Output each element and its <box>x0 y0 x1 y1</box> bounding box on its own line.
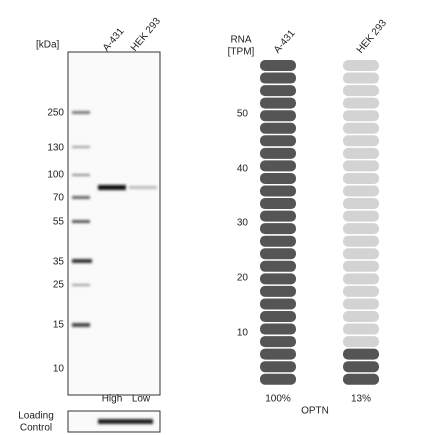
marker-label: 25 <box>53 280 65 291</box>
marker-label: 250 <box>47 108 64 119</box>
marker-label: 55 <box>53 217 65 228</box>
rna-pill <box>343 323 379 335</box>
rna-pill <box>260 285 296 297</box>
marker-label: 70 <box>53 193 65 204</box>
scale-label: 30 <box>237 218 249 229</box>
rna-pill <box>260 223 296 235</box>
rna-pill <box>260 160 296 172</box>
rna-pill <box>343 135 379 147</box>
rna-pill <box>343 72 379 84</box>
rna-pill <box>260 373 296 385</box>
gene-label: OPTN <box>301 406 329 417</box>
column-label: A-431 <box>272 28 298 56</box>
rna-label: RNA <box>230 35 251 46</box>
rna-pill <box>343 373 379 385</box>
rna-pill <box>260 72 296 84</box>
percent-label: 100% <box>265 394 291 405</box>
bands <box>72 111 157 327</box>
rna-pill <box>260 135 296 147</box>
marker-label: 130 <box>47 143 64 154</box>
rna-pill <box>343 348 379 360</box>
rna-pill <box>343 273 379 285</box>
percent-label: 13% <box>351 394 371 405</box>
column-label: HEK 293 <box>355 18 389 56</box>
rna-pill <box>343 248 379 260</box>
rna-pill <box>260 172 296 184</box>
rna-pill <box>343 85 379 97</box>
scale-label: 10 <box>237 328 249 339</box>
rna-label: [TPM] <box>228 47 255 58</box>
rna-pill <box>343 185 379 197</box>
rna-pill <box>260 198 296 210</box>
rna-pill <box>260 85 296 97</box>
lane-label: A-431 <box>101 26 127 54</box>
loading-label: Control <box>20 423 52 434</box>
marker-label: 35 <box>53 257 65 268</box>
rna-pill <box>260 361 296 373</box>
rna-pill <box>343 60 379 71</box>
rna-pill <box>343 285 379 297</box>
lane-label: HEK 293 <box>129 16 163 54</box>
rna-pill <box>260 60 296 71</box>
rna-pill <box>343 122 379 134</box>
level-label: Low <box>132 394 151 405</box>
scale-label: 40 <box>237 164 249 175</box>
loading-band <box>98 419 153 424</box>
rna-pill <box>343 110 379 122</box>
rna-pill <box>343 160 379 172</box>
rna-pill <box>343 260 379 272</box>
rna-pill <box>343 223 379 235</box>
loading-label: Loading <box>18 411 54 422</box>
rna-pill <box>260 122 296 134</box>
rna-pill <box>343 210 379 222</box>
rna-pill <box>343 172 379 184</box>
rna-pill <box>260 210 296 222</box>
unit-label: [kDa] <box>36 40 60 51</box>
marker-label: 100 <box>47 170 64 181</box>
blot-panel <box>67 51 161 396</box>
rna-pill <box>260 97 296 109</box>
marker-label: 10 <box>53 364 65 375</box>
rna-pill <box>343 336 379 348</box>
rna-pill <box>343 235 379 247</box>
rna-pill <box>343 147 379 159</box>
rna-pill <box>260 235 296 247</box>
marker-label: 15 <box>53 320 65 331</box>
rna-pill <box>260 298 296 310</box>
rna-pill <box>343 311 379 322</box>
rna-pill <box>343 97 379 109</box>
rna-pill <box>260 336 296 348</box>
rna-pill <box>260 110 296 122</box>
rna-pill <box>260 260 296 272</box>
rna-pill <box>343 361 379 373</box>
rna-pill <box>260 185 296 197</box>
rna-pill <box>260 273 296 285</box>
rna-pill <box>260 248 296 260</box>
rna-pill <box>260 348 296 360</box>
rna-pill <box>260 311 296 322</box>
rna-pill <box>260 323 296 335</box>
rna-pill <box>343 198 379 210</box>
scale-label: 50 <box>237 109 249 120</box>
rna-pill <box>260 147 296 159</box>
level-label: High <box>102 394 123 405</box>
rna-pill <box>343 298 379 310</box>
scale-label: 20 <box>237 273 249 284</box>
